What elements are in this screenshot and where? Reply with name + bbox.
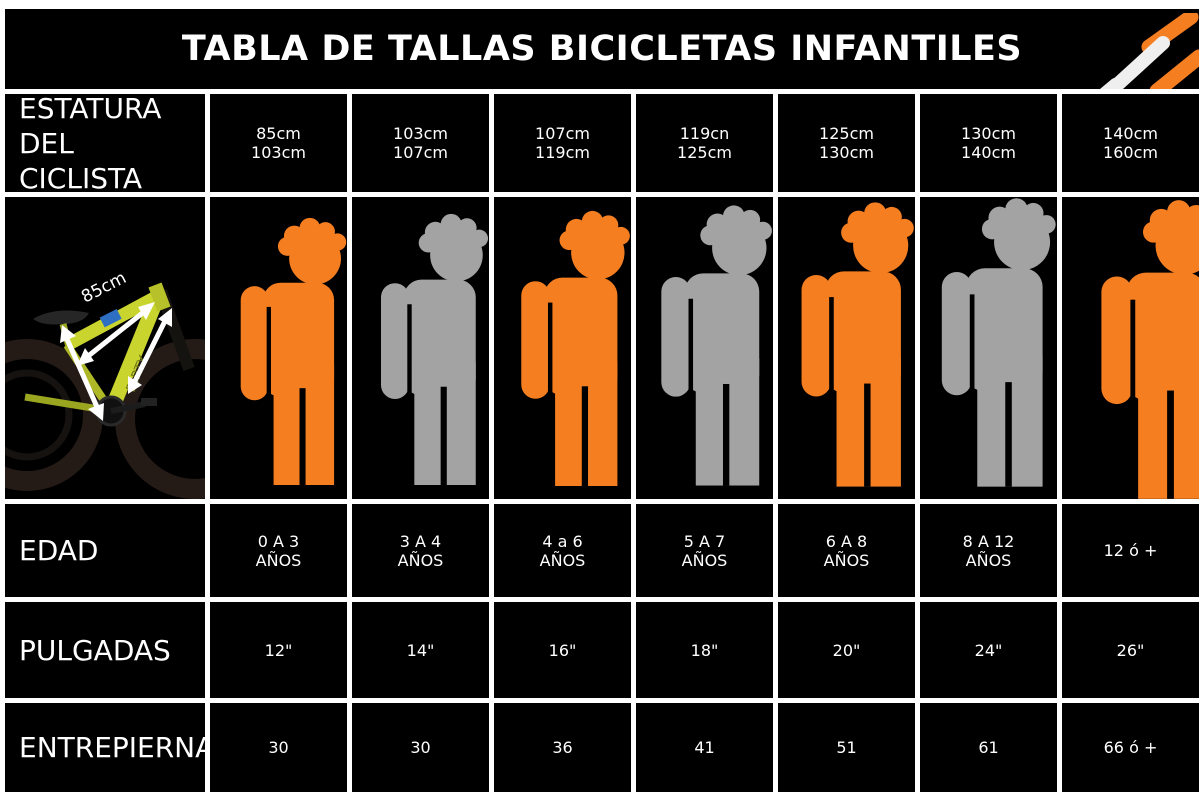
silhouette-cell bbox=[210, 197, 347, 499]
silhouette-cell bbox=[920, 197, 1057, 499]
estatura-label: ESTATURA bbox=[19, 94, 162, 125]
edad-value: 3 A 4 AÑOS bbox=[352, 504, 489, 597]
edad-value: 4 a 6 AÑOS bbox=[494, 504, 631, 597]
estatura-value: 107cm 119cm bbox=[494, 94, 631, 192]
edad-label: EDAD bbox=[19, 534, 99, 567]
person-silhouette-icon bbox=[801, 202, 914, 487]
estatura-value: 140cm 160cm bbox=[1062, 94, 1199, 192]
entrepierna-value: 36 bbox=[494, 703, 631, 792]
person-silhouette-icon bbox=[380, 213, 489, 485]
size-table: TABLA DE TALLAS BICICLETAS INFANTILES ES… bbox=[5, 9, 1199, 792]
row-label-pulgadas: PULGADAS bbox=[5, 602, 205, 698]
saddle bbox=[33, 310, 89, 325]
pulgadas-value: 18" bbox=[636, 602, 773, 698]
pulgadas-value: 12" bbox=[210, 602, 347, 698]
silhouette-cell bbox=[778, 197, 915, 499]
row-label-edad: EDAD bbox=[5, 504, 205, 597]
silhouette-cell bbox=[636, 197, 773, 499]
entrepierna-value: 61 bbox=[920, 703, 1057, 792]
brand-logo-icon bbox=[1099, 13, 1199, 89]
person-silhouette-icon bbox=[240, 217, 347, 485]
estatura-value: 85cm 103cm bbox=[210, 94, 347, 192]
person-silhouette-icon bbox=[521, 210, 630, 486]
pulgadas-value: 20" bbox=[778, 602, 915, 698]
pulgadas-value: 14" bbox=[352, 602, 489, 698]
entrepierna-value: 41 bbox=[636, 703, 773, 792]
bike-measure-illustration: DIRTY 85cm bbox=[5, 197, 205, 499]
edad-value: 5 A 7 AÑOS bbox=[636, 504, 773, 597]
entrepierna-value: 66 ó + bbox=[1062, 703, 1199, 792]
page-title: TABLA DE TALLAS BICICLETAS INFANTILES bbox=[181, 29, 1023, 69]
pulgadas-value: 26" bbox=[1062, 602, 1199, 698]
person-silhouette-icon bbox=[661, 205, 772, 486]
person-silhouette-icon bbox=[941, 198, 1056, 487]
measure-arrows bbox=[60, 302, 172, 421]
entrepierna-value: 51 bbox=[778, 703, 915, 792]
entrepierna-value: 30 bbox=[210, 703, 347, 792]
silhouette-cell bbox=[494, 197, 631, 499]
estatura-value: 130cm 140cm bbox=[920, 94, 1057, 192]
estatura-value: 103cm 107cm bbox=[352, 94, 489, 192]
bike-photo: DIRTY 85cm bbox=[5, 197, 205, 499]
edad-value: 12 ó + bbox=[1062, 504, 1199, 597]
entrepierna-label: ENTREPIERNA bbox=[19, 731, 205, 764]
estatura-value: 119cn 125cm bbox=[636, 94, 773, 192]
estatura-label: DEL CICLISTA bbox=[19, 126, 143, 193]
pulgadas-value: 24" bbox=[920, 602, 1057, 698]
estatura-value: 125cm 130cm bbox=[778, 94, 915, 192]
row-label-entrepierna: ENTREPIERNA bbox=[5, 703, 205, 792]
person-silhouette-icon bbox=[1101, 200, 1199, 499]
pulgadas-value: 16" bbox=[494, 602, 631, 698]
silhouette-cell bbox=[352, 197, 489, 499]
title-bar: TABLA DE TALLAS BICICLETAS INFANTILES bbox=[5, 9, 1199, 89]
silhouette-cell bbox=[1062, 197, 1199, 499]
pulgadas-label: PULGADAS bbox=[19, 633, 171, 667]
entrepierna-value: 30 bbox=[352, 703, 489, 792]
edad-value: 8 A 12 AÑOS bbox=[920, 504, 1057, 597]
edad-value: 6 A 8 AÑOS bbox=[778, 504, 915, 597]
row-label-estatura: ESTATURA DEL CICLISTA bbox=[5, 94, 205, 192]
edad-value: 0 A 3 AÑOS bbox=[210, 504, 347, 597]
